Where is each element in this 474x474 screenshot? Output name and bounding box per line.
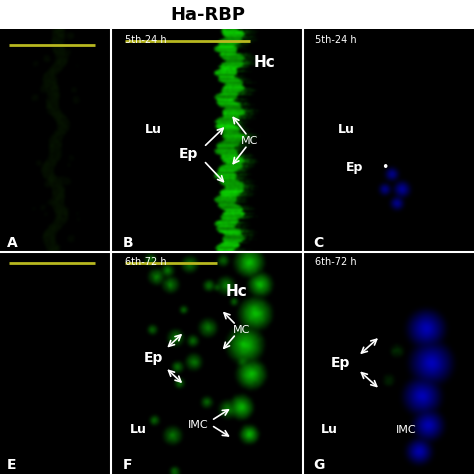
Text: Ep: Ep: [331, 356, 351, 370]
Text: MC: MC: [233, 325, 251, 335]
Text: 6th-72 h: 6th-72 h: [315, 257, 357, 267]
Text: C: C: [314, 236, 324, 250]
Text: IMC: IMC: [187, 420, 208, 430]
Text: G: G: [314, 458, 325, 473]
Text: E: E: [7, 458, 16, 473]
Text: Ha-RBP: Ha-RBP: [170, 6, 245, 24]
Text: Ep: Ep: [179, 147, 198, 161]
Text: Lu: Lu: [320, 423, 337, 436]
Text: Hc: Hc: [254, 55, 276, 70]
Text: Ep: Ep: [144, 351, 164, 365]
Text: A: A: [7, 236, 18, 250]
Text: Lu: Lu: [337, 123, 355, 136]
Text: Lu: Lu: [145, 123, 162, 136]
Text: •: •: [382, 161, 389, 173]
Text: 6th-72 h: 6th-72 h: [125, 257, 166, 267]
Text: 5th-24 h: 5th-24 h: [315, 35, 357, 45]
Text: MC: MC: [241, 136, 258, 146]
Text: F: F: [123, 458, 132, 473]
Text: B: B: [123, 236, 134, 250]
Text: Ep: Ep: [346, 161, 363, 173]
Text: Lu: Lu: [130, 423, 147, 436]
Text: IMC: IMC: [395, 425, 416, 435]
Text: 5th-24 h: 5th-24 h: [125, 35, 166, 45]
Text: Hc: Hc: [225, 284, 247, 299]
